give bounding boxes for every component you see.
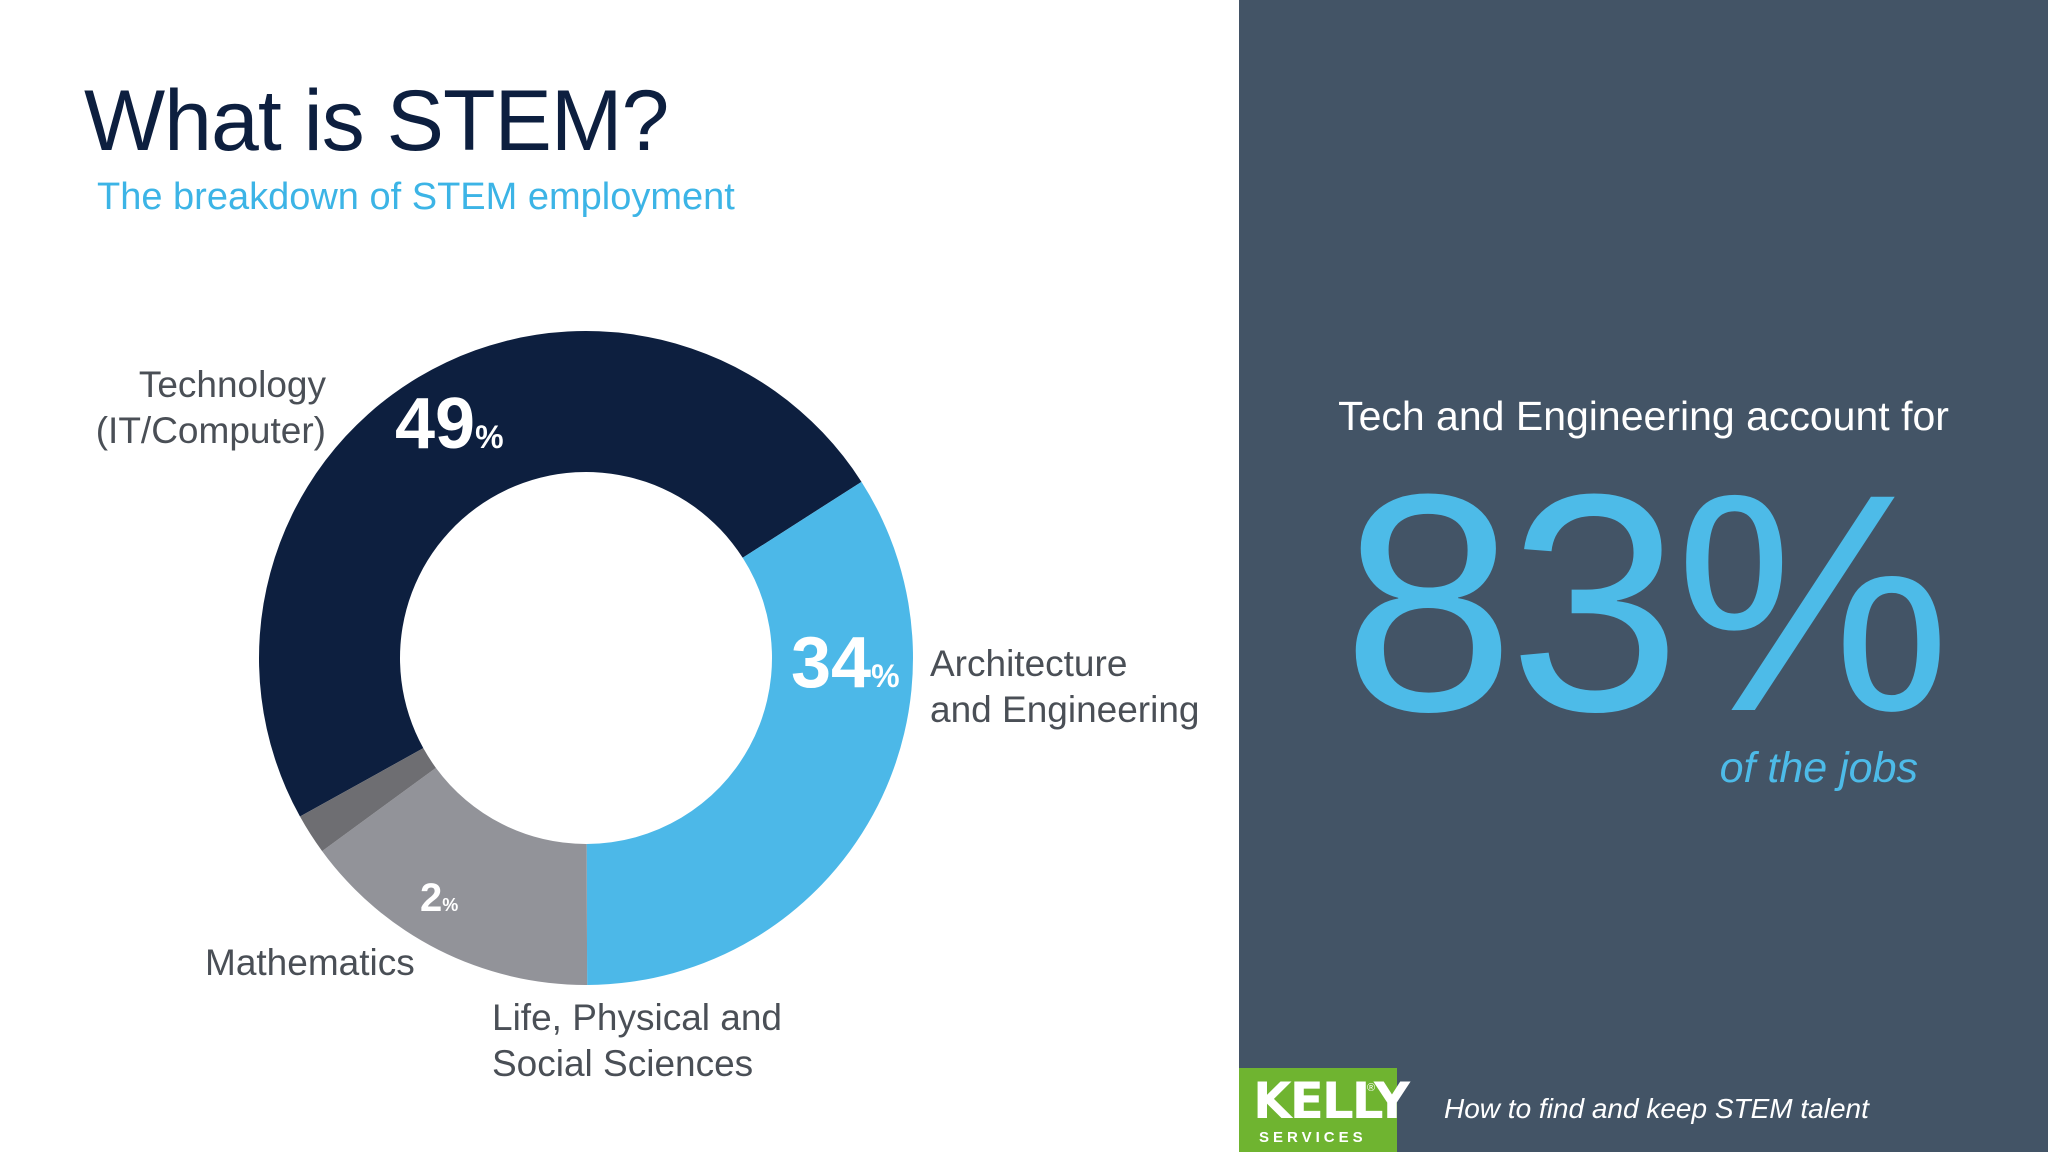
value-mathematics: 2% xyxy=(420,878,458,918)
label-mathematics-line1: Mathematics xyxy=(205,942,415,983)
value-architecture-unit: % xyxy=(871,658,900,694)
callout-lead: Tech and Engineering account for xyxy=(1338,393,1949,439)
footer-caption: How to find and keep STEM talent xyxy=(1444,1093,1869,1124)
value-mathematics-unit: % xyxy=(442,895,459,915)
logo-wordmark: KELLY xyxy=(1253,1072,1410,1130)
label-life-line2: Social Sciences xyxy=(492,1043,754,1084)
label-life-physical-social: Life, Physical and Social Sciences xyxy=(492,995,782,1087)
value-mathematics-number: 2 xyxy=(420,876,443,920)
value-technology-unit: % xyxy=(475,419,504,455)
callout-value: 83% xyxy=(1342,429,1950,776)
logo-registered-mark: ® xyxy=(1367,1082,1376,1094)
slice-architecture-engineering xyxy=(586,481,914,985)
callout-tail: of the jobs xyxy=(1719,744,1918,792)
label-architecture-line1: Architecture xyxy=(930,643,1128,684)
logo-tagline: SERVICES xyxy=(1259,1129,1367,1146)
label-mathematics: Mathematics xyxy=(205,940,415,986)
label-architecture-line2: and Engineering xyxy=(930,689,1200,730)
label-technology: Technology (IT/Computer) xyxy=(96,362,326,454)
kelly-services-logo: KELLY ® SERVICES xyxy=(1239,1068,1410,1152)
label-technology-line1: Technology xyxy=(138,364,326,405)
callout-panel xyxy=(1239,0,2048,1152)
donut-chart xyxy=(258,330,914,985)
label-life-line1: Life, Physical and xyxy=(492,997,783,1038)
slice-technology xyxy=(258,330,862,817)
value-architecture: 34% xyxy=(791,627,900,699)
value-architecture-number: 34 xyxy=(791,623,872,703)
value-technology: 49% xyxy=(395,388,504,460)
slice-life-physical-social-sciences xyxy=(322,767,588,985)
slide-subtitle: The breakdown of STEM employment xyxy=(97,176,735,218)
label-architecture-engineering: Architecture and Engineering xyxy=(930,641,1200,733)
slice-mathematics xyxy=(299,748,436,852)
value-technology-number: 49 xyxy=(395,384,476,464)
label-technology-line2: (IT/Computer) xyxy=(95,410,326,451)
slide-title: What is STEM? xyxy=(84,73,669,169)
